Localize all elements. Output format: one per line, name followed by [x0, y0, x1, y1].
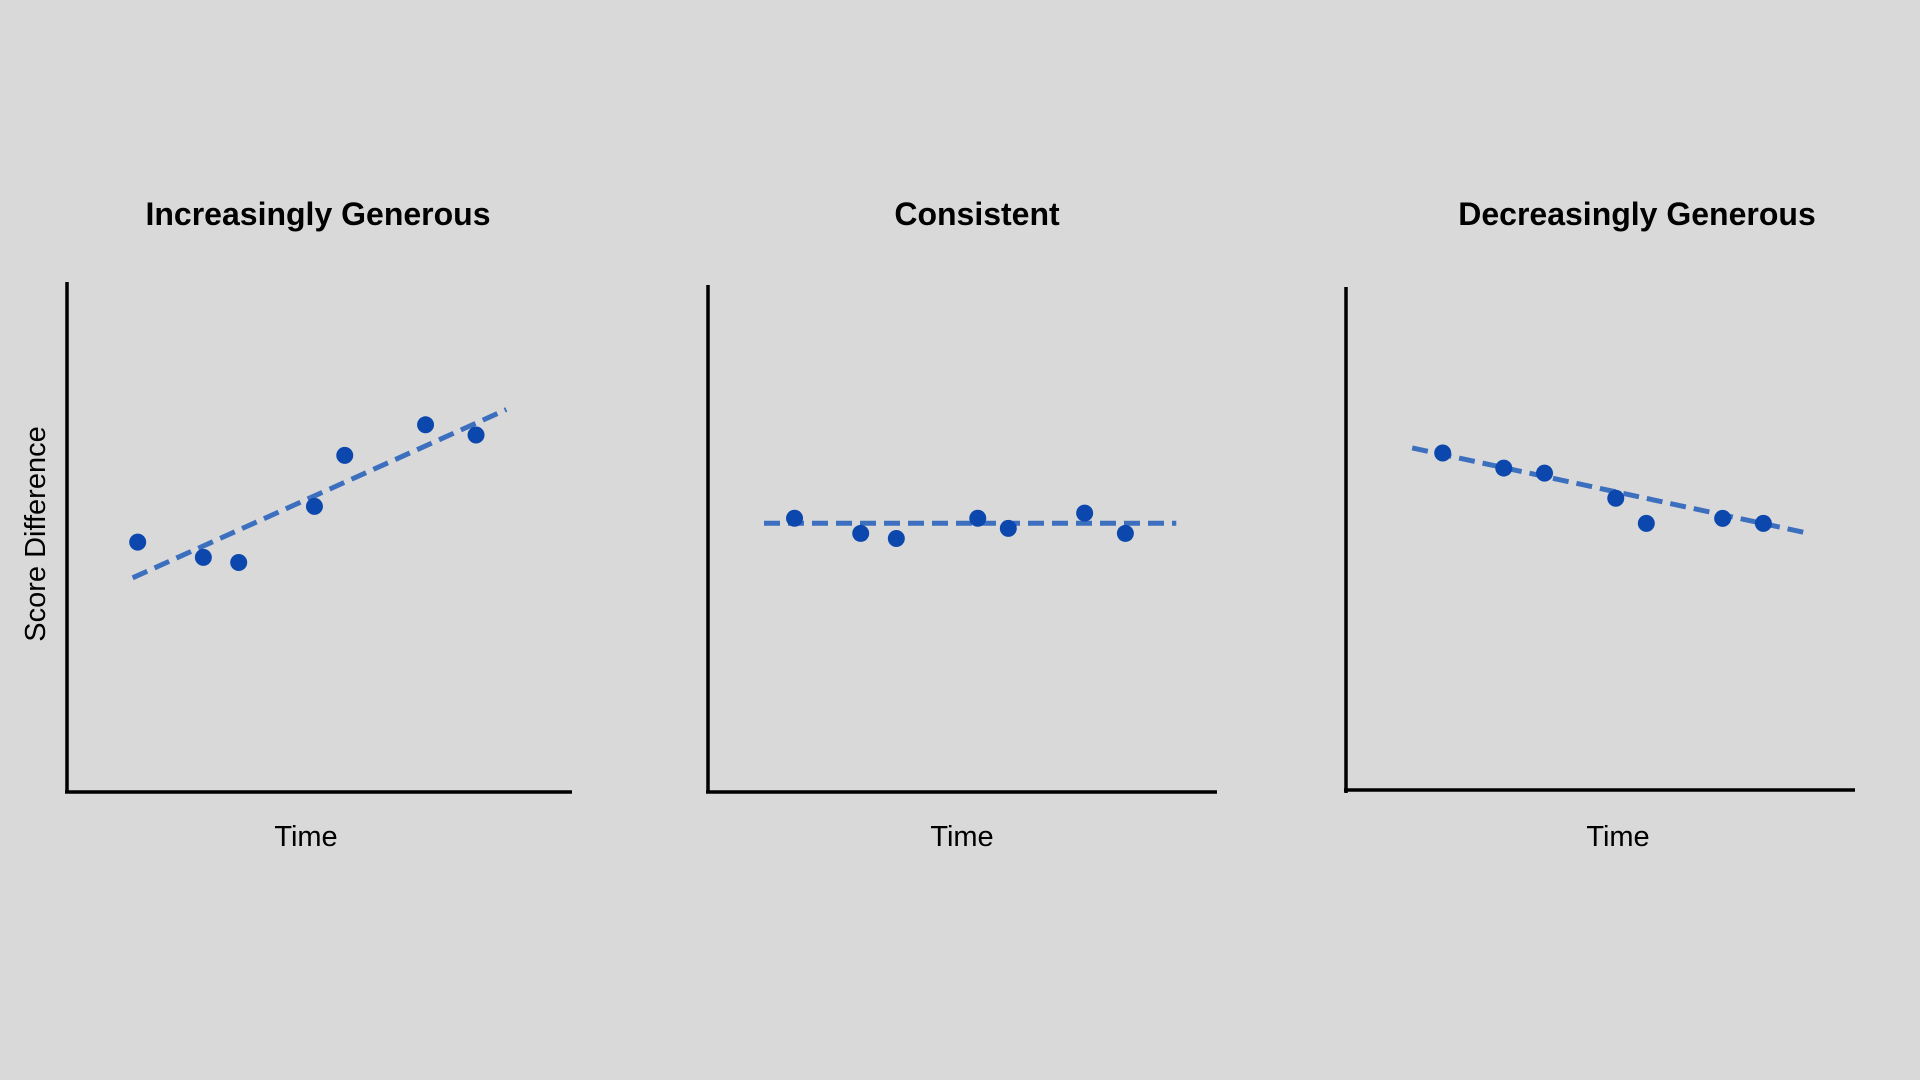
data-point-4: [1607, 489, 1625, 507]
x-axis-label: Time: [1586, 821, 1649, 853]
data-point-6: [417, 416, 435, 434]
x-axis-label: Time: [930, 821, 993, 853]
data-point-1: [129, 533, 147, 551]
data-point-7: [467, 426, 485, 444]
data-point-3: [1536, 464, 1554, 482]
trend-line: [1411, 445, 1810, 536]
chart-title: Decreasingly Generous: [1458, 196, 1815, 232]
data-point-1: [1434, 444, 1452, 462]
chart-title: Increasingly Generous: [145, 196, 490, 232]
data-point-2: [1495, 459, 1513, 477]
data-point-3: [230, 554, 248, 571]
data-point-5: [1637, 514, 1655, 532]
data-point-6: [1714, 509, 1732, 527]
data-point-5: [336, 446, 354, 464]
plot-marks: [1411, 444, 1810, 536]
data-point-4: [305, 497, 323, 515]
data-point-3: [887, 530, 905, 547]
y-axis-label: Score Difference: [20, 426, 52, 641]
plot-marks: [763, 504, 1177, 547]
data-point-4: [969, 509, 987, 527]
data-point-5: [999, 519, 1017, 537]
data-point-7: [1116, 524, 1134, 542]
trend-line: [131, 407, 508, 581]
x-axis-label: Time: [274, 821, 337, 853]
data-point-2: [194, 548, 212, 566]
panel-decreasingly-generous: Decreasingly Generous Time: [1344, 196, 1855, 853]
data-point-1: [786, 509, 804, 527]
plot-marks: [129, 407, 508, 581]
data-point-2: [852, 524, 870, 542]
panel-consistent: Consistent Time: [706, 196, 1217, 853]
data-point-7: [1754, 514, 1772, 532]
panel-increasingly-generous: Increasingly Generous Time Score Differe…: [20, 196, 572, 853]
chart-title: Consistent: [894, 196, 1060, 232]
data-point-6: [1076, 504, 1094, 522]
